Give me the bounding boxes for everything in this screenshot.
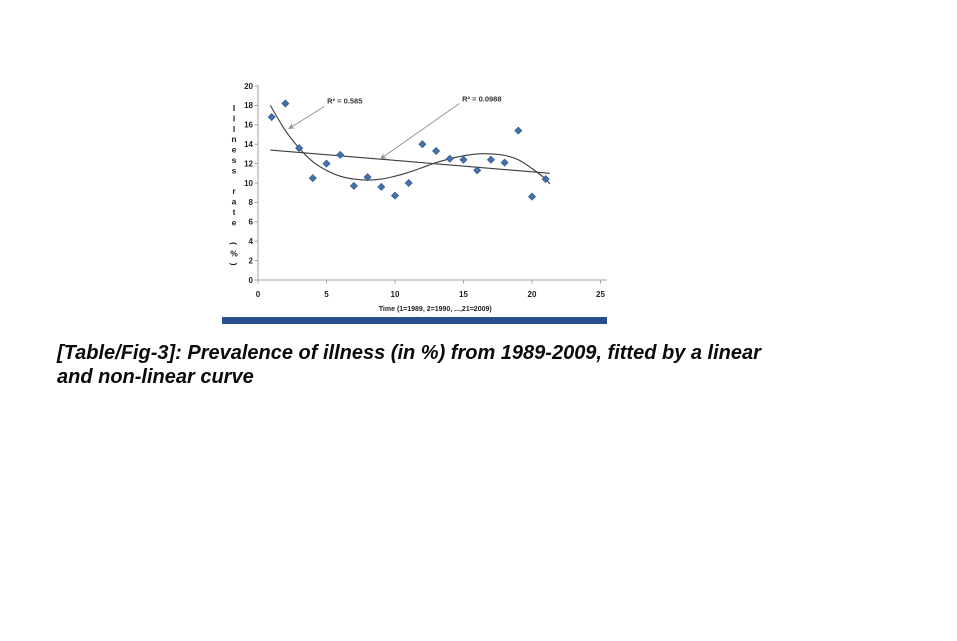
- data-point: [500, 158, 509, 167]
- data-point: [295, 144, 304, 153]
- data-point: [445, 154, 454, 163]
- y-axis-title-letter: s: [232, 155, 237, 165]
- x-axis-title: Time (1=1989, 2=1990, ...,21=2009): [379, 306, 492, 313]
- x-tick-label: 15: [459, 290, 468, 299]
- y-axis-title-letter: l: [233, 124, 235, 134]
- y-axis-title-letter: a: [232, 197, 237, 207]
- y-axis-title-letter: I: [233, 103, 235, 113]
- y-tick-label: 20: [244, 82, 253, 91]
- y-axis-title-letter: t: [233, 207, 236, 217]
- data-point: [308, 174, 317, 183]
- data-point: [486, 155, 495, 164]
- y-tick-label: 14: [244, 140, 253, 149]
- y-tick-label: 4: [249, 237, 254, 246]
- x-tick-label: 10: [391, 290, 400, 299]
- data-point: [363, 173, 372, 182]
- data-point: [473, 166, 482, 175]
- data-point: [418, 140, 427, 149]
- scatter-chart: 0 2 4 6 8 10 12 14 16 18 20 0 5 10 15 20 25 Time (1=1989,…: [229, 82, 607, 313]
- y-axis-title-letter: e: [232, 217, 237, 227]
- annotation-arrow: [288, 105, 325, 130]
- y-tick-label: 18: [244, 101, 253, 110]
- y-axis-title-letter: l: [233, 113, 235, 123]
- annotation-arrow: [380, 103, 460, 160]
- data-point: [377, 182, 386, 191]
- data-point: [404, 178, 413, 188]
- divider-bar: [222, 317, 607, 324]
- x-tick-label: 20: [528, 290, 537, 299]
- y-axis-title-letter: (: [229, 242, 239, 245]
- figure-caption: [Table/Fig-3]: Prevalence of illness (in…: [57, 342, 761, 388]
- y-axis-title-letter: s: [232, 165, 237, 175]
- y-tick-label: 16: [244, 121, 253, 130]
- data-point: [281, 99, 290, 108]
- r-squared-label: R² = 0.585: [327, 96, 362, 105]
- data-point: [322, 159, 331, 168]
- y-tick-label: 2: [249, 256, 254, 265]
- data-point: [514, 126, 523, 135]
- trendline-polynomial: [269, 105, 551, 185]
- x-tick-label: 0: [256, 290, 261, 299]
- y-axis-title-letter: %: [230, 249, 238, 259]
- data-point: [267, 113, 276, 122]
- data-point: [349, 181, 358, 190]
- data-point: [527, 192, 537, 201]
- x-tick-label: 5: [324, 290, 329, 299]
- r-squared-label: R² = 0.0988: [462, 95, 501, 104]
- data-point: [459, 155, 468, 164]
- data-point: [390, 191, 400, 200]
- y-tick-label: 12: [244, 159, 253, 168]
- data-point: [336, 150, 345, 159]
- y-tick-label: 6: [249, 218, 254, 227]
- y-axis-title-letter: r: [232, 186, 236, 196]
- data-point: [432, 146, 441, 156]
- y-axis-title-letter: ): [229, 263, 239, 266]
- x-tick-label: 25: [596, 290, 605, 299]
- y-tick-label: 8: [249, 198, 254, 207]
- y-axis-title-letter: n: [231, 134, 236, 144]
- y-tick-label: 0: [249, 276, 254, 285]
- y-axis-title-letter: e: [232, 145, 237, 155]
- y-tick-label: 10: [244, 179, 253, 188]
- trendline-linear: [270, 149, 550, 174]
- data-point: [541, 175, 550, 184]
